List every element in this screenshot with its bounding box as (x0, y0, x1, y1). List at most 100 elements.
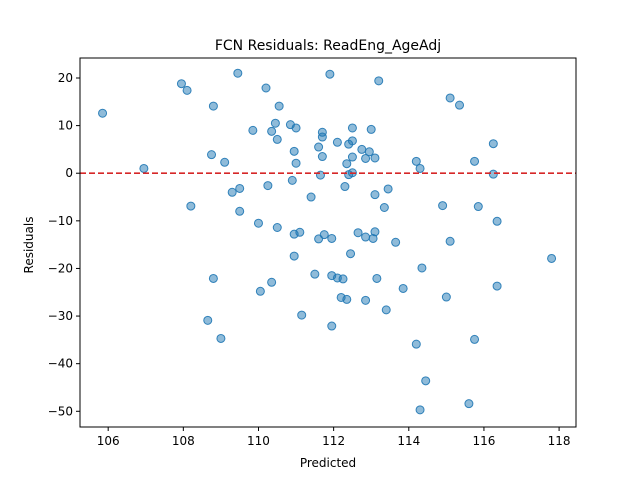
data-point (455, 100, 465, 110)
data-point (182, 85, 192, 95)
data-point (287, 175, 297, 185)
data-point (270, 118, 280, 128)
data-point (227, 187, 237, 197)
x-tick-label: 114 (397, 434, 420, 448)
data-point (314, 142, 324, 152)
y-axis: 20 10 0 −10 −20 −30 −40 −50 (48, 71, 80, 418)
data-point (325, 69, 335, 79)
data-point (347, 123, 357, 133)
y-tick-label: −30 (48, 309, 73, 323)
data-point (488, 139, 498, 149)
plot-background (80, 58, 576, 427)
data-point (411, 339, 421, 349)
data-point (547, 253, 557, 263)
data-point (417, 263, 427, 273)
data-point (441, 292, 451, 302)
data-point (488, 169, 498, 179)
data-point (310, 269, 320, 279)
data-point (295, 227, 305, 237)
data-point (267, 277, 277, 287)
data-point (291, 158, 301, 168)
data-point (139, 163, 149, 173)
y-tick-label: 0 (65, 166, 73, 180)
data-point (319, 230, 329, 240)
data-point (372, 273, 382, 283)
data-point (379, 203, 389, 212)
x-tick-label: 110 (247, 434, 270, 448)
data-point (445, 236, 455, 246)
data-point (297, 310, 307, 320)
data-point (346, 249, 356, 259)
data-point (361, 153, 371, 163)
data-point (186, 201, 196, 211)
data-point (342, 159, 352, 169)
y-tick-label: −20 (48, 261, 73, 275)
data-point (272, 223, 282, 232)
data-point (315, 170, 325, 180)
data-point (366, 124, 376, 134)
y-tick-label: 10 (58, 119, 73, 133)
data-point (357, 144, 367, 154)
y-axis-label: Residuals (22, 217, 36, 274)
data-point (255, 286, 265, 296)
data-point (464, 399, 474, 409)
data-point (274, 101, 284, 111)
data-point (492, 216, 502, 226)
plot-frame (79, 57, 577, 428)
x-tick-label: 116 (472, 434, 495, 448)
data-point (332, 137, 342, 147)
data-point (317, 127, 327, 137)
data-point (492, 281, 502, 291)
data-point (235, 183, 245, 193)
data-point (291, 123, 301, 133)
x-tick-label: 112 (322, 434, 345, 448)
data-point (398, 283, 408, 293)
data-point (203, 315, 213, 325)
data-point (208, 273, 218, 283)
y-tick-label: −50 (48, 404, 73, 418)
data-point (216, 333, 226, 343)
data-point (98, 108, 108, 118)
data-point (421, 376, 431, 386)
data-point (473, 202, 483, 212)
data-point (248, 125, 258, 135)
data-point (470, 156, 480, 166)
data-point (327, 233, 337, 243)
x-tick-label: 108 (172, 434, 195, 448)
data-point (289, 146, 299, 156)
data-point (289, 251, 299, 261)
y-tick-label: −40 (48, 357, 73, 371)
data-point (340, 182, 350, 192)
data-point (383, 184, 393, 194)
data-point (347, 152, 357, 162)
data-point (253, 218, 263, 228)
data-point (233, 68, 243, 78)
x-tick-label: 118 (548, 434, 571, 448)
data-point (361, 232, 371, 242)
data-point (415, 405, 425, 415)
y-tick-label: 20 (58, 71, 73, 85)
data-point (207, 150, 217, 160)
x-axis-label: Predicted (300, 456, 356, 470)
data-point (338, 274, 348, 284)
data-point (220, 157, 230, 167)
data-point (391, 237, 401, 247)
chart-title: FCN Residuals: ReadEng_AgeAdj (215, 38, 441, 54)
data-point (317, 152, 327, 162)
plot-area (80, 58, 576, 427)
x-tick-label: 106 (97, 434, 120, 448)
data-point (261, 83, 271, 93)
data-point (176, 79, 186, 89)
data-point (267, 126, 277, 136)
data-point (306, 192, 316, 202)
data-points (98, 68, 557, 415)
data-point (361, 295, 371, 305)
data-point (445, 93, 455, 103)
data-point (353, 228, 363, 238)
data-point (411, 156, 421, 166)
data-point (374, 76, 384, 86)
data-point (370, 227, 380, 237)
data-point (342, 294, 352, 304)
data-point (381, 305, 391, 315)
